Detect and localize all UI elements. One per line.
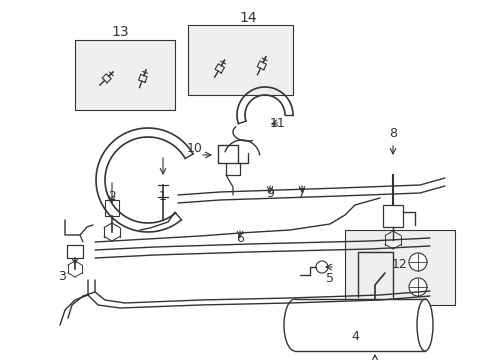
Text: 3: 3 [58, 270, 66, 283]
Text: 6: 6 [236, 231, 244, 244]
Text: 7: 7 [297, 186, 305, 199]
Text: 8: 8 [388, 126, 396, 140]
Circle shape [408, 278, 426, 296]
Text: 10: 10 [187, 141, 203, 154]
Text: 2: 2 [108, 189, 116, 202]
Text: 9: 9 [265, 186, 273, 199]
Bar [187, 25, 292, 95]
Text: 11: 11 [269, 117, 285, 130]
Ellipse shape [284, 299, 305, 351]
Circle shape [315, 261, 327, 273]
Text: 5: 5 [325, 271, 333, 284]
Bar [345, 230, 454, 305]
Ellipse shape [416, 299, 432, 351]
Text: 14: 14 [239, 11, 256, 25]
Text: 12: 12 [391, 258, 407, 271]
Circle shape [408, 253, 426, 271]
Text: 13: 13 [111, 25, 128, 39]
Bar [75, 40, 175, 110]
Bar [67, 245, 83, 258]
Text: 4: 4 [350, 329, 358, 342]
Bar [382, 205, 402, 227]
Bar [294, 299, 424, 351]
Text: 1: 1 [159, 189, 166, 202]
Bar [105, 200, 119, 216]
